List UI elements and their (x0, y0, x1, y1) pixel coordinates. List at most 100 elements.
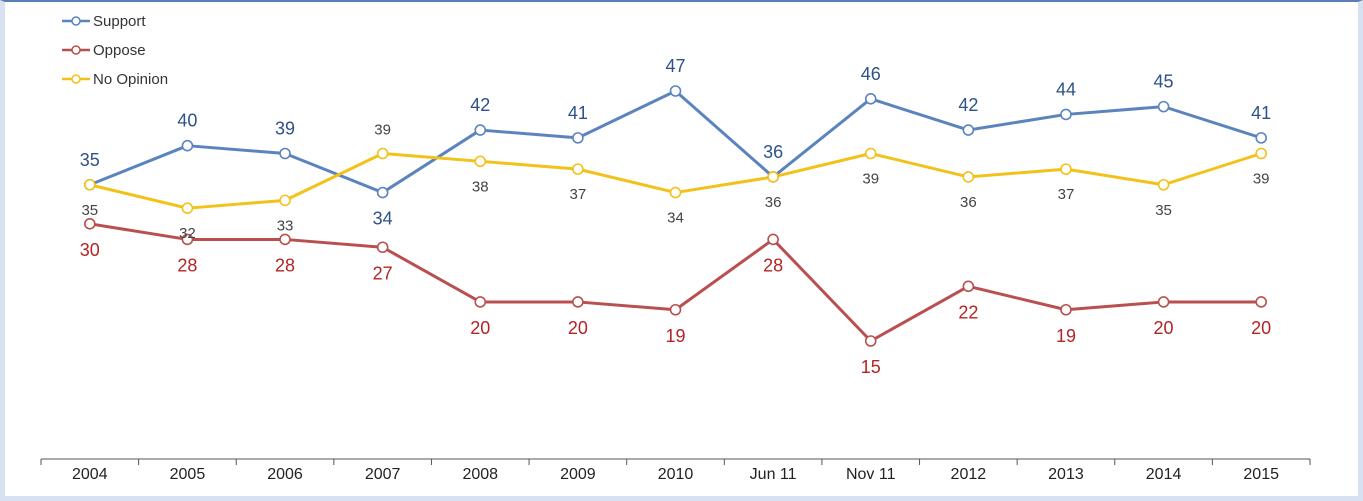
x-tick-label: Nov 11 (846, 466, 896, 483)
data-point-no-opinion (376, 147, 389, 160)
data-label-oppose: 20 (470, 318, 490, 338)
x-tick-label: 2010 (658, 466, 694, 483)
data-point-support (864, 93, 877, 105)
data-point-oppose (1060, 303, 1072, 316)
data-label-no-opinion: 34 (667, 210, 684, 227)
data-label-oppose: 15 (861, 357, 881, 377)
legend-label: Support (93, 13, 146, 30)
data-point-no-opinion (84, 178, 96, 191)
data-label-support: 47 (665, 56, 685, 76)
data-point-no-opinion (669, 186, 682, 199)
data-label-support: 35 (80, 150, 100, 170)
data-label-no-opinion: 35 (1155, 202, 1172, 219)
data-point-no-opinion (279, 194, 291, 207)
data-point-no-opinion (181, 202, 194, 214)
legend-swatch-marker (71, 45, 81, 55)
data-point-oppose (376, 241, 389, 254)
x-tick-label: 2012 (951, 466, 987, 483)
data-point-oppose (1255, 296, 1267, 308)
data-point-no-opinion (1060, 163, 1072, 175)
data-point-no-opinion (1255, 147, 1267, 160)
x-tick-label: 2013 (1048, 466, 1084, 483)
data-point-no-opinion (864, 147, 877, 160)
data-point-oppose (864, 335, 877, 347)
data-label-oppose: 20 (1251, 318, 1271, 338)
data-label-support: 36 (763, 142, 783, 162)
data-point-support (376, 186, 389, 199)
x-tick-label: 2007 (365, 466, 401, 483)
x-tick-label: 2005 (170, 466, 206, 483)
data-label-oppose: 28 (177, 255, 197, 275)
data-label-oppose: 22 (958, 302, 978, 322)
data-point-no-opinion (767, 171, 779, 183)
data-label-oppose: 19 (1056, 326, 1076, 346)
data-label-support: 34 (373, 209, 393, 229)
data-label-support: 45 (1154, 72, 1174, 92)
data-label-oppose: 28 (275, 255, 295, 275)
data-point-oppose (279, 233, 291, 246)
series-line-support (89, 89, 1262, 195)
line-chart: 2004 2005 2006 2007 2008 2009 2010 Jun 11 Nov 11… (40, 13, 1311, 483)
data-label-oppose: 28 (763, 255, 783, 275)
data-label-oppose: 30 (80, 240, 100, 260)
data-label-no-opinion: 33 (277, 217, 294, 234)
data-label-no-opinion: 39 (862, 171, 879, 188)
x-tick-label: 2006 (267, 466, 303, 483)
series-line-no-opinion (89, 152, 1262, 210)
data-label-support: 44 (1056, 79, 1076, 99)
data-point-no-opinion (474, 155, 487, 168)
data-label-support: 42 (958, 95, 978, 115)
data-point-support (669, 85, 682, 97)
data-point-oppose (669, 303, 682, 316)
data-point-oppose (572, 296, 584, 308)
data-label-no-opinion: 37 (1058, 186, 1075, 203)
data-label-no-opinion: 38 (472, 178, 489, 195)
data-label-support: 39 (275, 119, 295, 139)
data-label-no-opinion: 36 (765, 194, 782, 211)
data-point-oppose (767, 233, 779, 246)
data-label-no-opinion: 35 (81, 202, 98, 219)
x-tick-label: 2015 (1243, 466, 1279, 483)
data-point-oppose (474, 296, 487, 308)
data-point-no-opinion (1157, 178, 1170, 191)
data-label-support: 42 (470, 95, 490, 115)
data-label-support: 41 (568, 103, 588, 123)
data-point-support (181, 139, 194, 152)
legend-label: No Opinion (93, 71, 168, 88)
data-point-support (1157, 100, 1170, 113)
data-point-oppose (1157, 296, 1170, 308)
data-point-oppose (84, 218, 96, 230)
data-label-no-opinion: 39 (1253, 171, 1270, 188)
x-tick-label: 2008 (462, 466, 498, 483)
data-label-oppose: 19 (665, 326, 685, 346)
data-point-support (572, 132, 584, 144)
data-point-oppose (181, 233, 194, 246)
x-tick-label: 2004 (72, 466, 108, 483)
series-line-oppose (89, 222, 1262, 343)
legend-swatch-marker (71, 74, 81, 84)
data-point-support (279, 147, 291, 160)
legend-label: Oppose (93, 42, 146, 59)
data-point-oppose (962, 280, 975, 293)
data-point-support (1255, 132, 1267, 144)
data-label-no-opinion: 36 (960, 194, 977, 211)
x-tick-label: Jun 11 (750, 466, 797, 483)
data-label-oppose: 27 (373, 263, 393, 283)
data-label-no-opinion: 39 (374, 122, 391, 139)
data-point-no-opinion (962, 171, 975, 183)
data-point-no-opinion (572, 163, 584, 175)
data-label-oppose: 20 (568, 318, 588, 338)
data-label-no-opinion: 32 (179, 225, 196, 242)
legend-swatch-marker (71, 16, 81, 26)
x-tick-label: 2009 (560, 466, 596, 483)
data-label-oppose: 20 (1154, 318, 1174, 338)
data-point-support (962, 124, 975, 136)
data-label-support: 41 (1251, 103, 1271, 123)
data-label-support: 46 (861, 64, 881, 84)
x-tick-label: 2014 (1146, 466, 1182, 483)
data-label-support: 40 (177, 111, 197, 131)
data-label-no-opinion: 37 (570, 186, 587, 203)
data-point-support (474, 124, 487, 136)
data-point-support (1060, 108, 1072, 121)
